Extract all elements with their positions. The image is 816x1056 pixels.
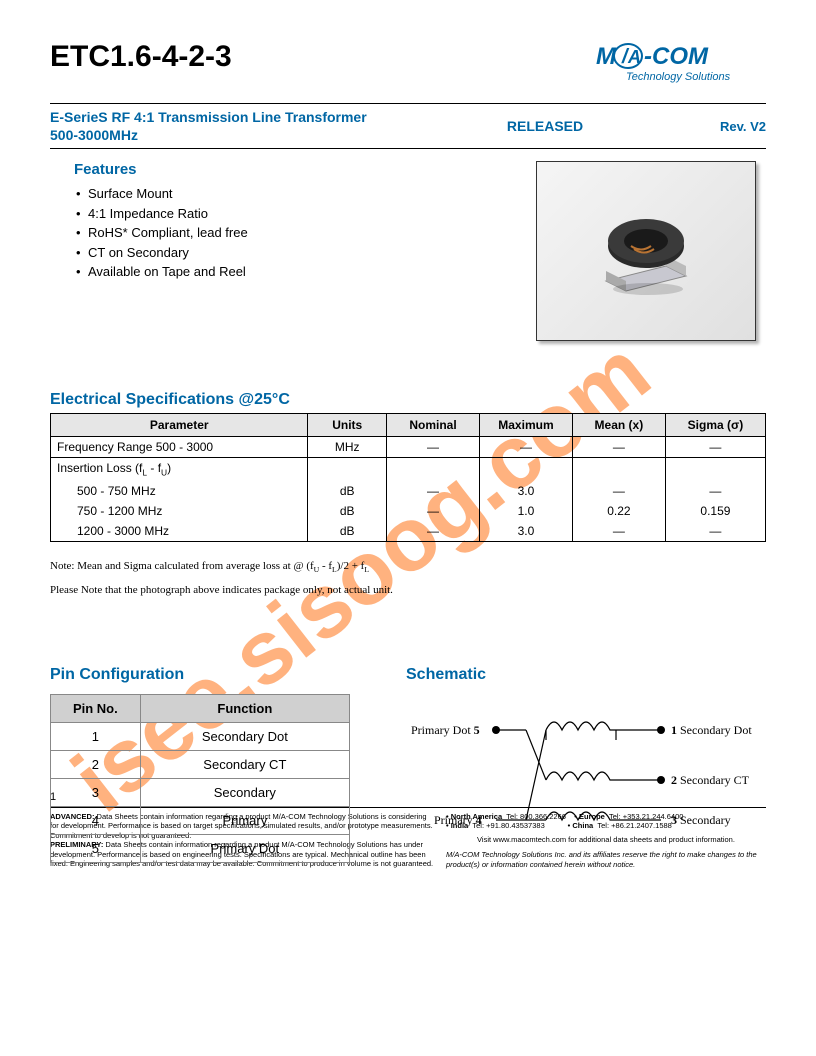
col-header: Parameter [51, 414, 308, 437]
schematic-label: Primary 4 [434, 813, 482, 827]
table-row: 500 - 750 MHz dB — 3.0 — — [51, 481, 766, 501]
product-title: E-SerieS RF 4:1 Transmission Line Transf… [50, 108, 370, 144]
part-number: ETC1.6-4-2-3 [50, 40, 232, 74]
schematic-label: Primary Dot 5 [411, 723, 480, 737]
svg-text:Technology Solutions: Technology Solutions [626, 71, 731, 83]
table-row: 2Secondary CT [51, 750, 350, 778]
col-header: Maximum [479, 414, 572, 437]
col-header: Pin No. [51, 694, 141, 722]
table-row: 1200 - 3000 MHz dB — 3.0 — — [51, 521, 766, 542]
table-row: Frequency Range 500 - 3000 MHz — — — — [51, 437, 766, 458]
col-header: Sigma (σ) [665, 414, 765, 437]
title-bar: E-SerieS RF 4:1 Transmission Line Transf… [50, 103, 766, 149]
col-header: Nominal [387, 414, 480, 437]
schematic-heading: Schematic [406, 666, 766, 684]
header: ETC1.6-4-2-3 M / A -COM Technology Solut… [50, 40, 766, 95]
note-text: Please Note that the photograph above in… [50, 584, 766, 596]
col-header: Mean (x) [572, 414, 665, 437]
table-row: 3Secondary [51, 778, 350, 806]
feature-item: Surface Mount [88, 184, 536, 204]
release-status: RELEASED [507, 118, 583, 134]
elec-spec-heading: Electrical Specifications @25°C [50, 391, 766, 409]
table-row: 1Secondary Dot [51, 722, 350, 750]
pin-config-heading: Pin Configuration [50, 666, 366, 684]
pin-config-table: Pin No. Function 1Secondary Dot 2Seconda… [50, 694, 350, 863]
feature-item: CT on Secondary [88, 243, 536, 263]
table-row: 750 - 1200 MHz dB — 1.0 0.22 0.159 [51, 501, 766, 521]
note-text: Note: Mean and Sigma calculated from ave… [50, 560, 766, 574]
feature-item: RoHS* Compliant, lead free [88, 223, 536, 243]
col-header: Function [140, 694, 349, 722]
table-row: 5Primary Dot [51, 834, 350, 862]
svg-text:-COM: -COM [644, 43, 709, 70]
features-list: Surface Mount 4:1 Impedance Ratio RoHS* … [74, 184, 536, 282]
col-header: Units [308, 414, 387, 437]
features-heading: Features [74, 161, 536, 178]
svg-text:A: A [627, 47, 641, 67]
product-image [536, 161, 756, 341]
company-logo: M / A -COM Technology Solutions [596, 40, 766, 95]
revision: Rev. V2 [720, 119, 766, 134]
schematic-diagram: Primary Dot 5 Primary 4 1 Secondary Dot … [406, 694, 766, 869]
feature-item: Available on Tape and Reel [88, 262, 536, 282]
table-row: Insertion Loss (fL - fU) [51, 458, 766, 481]
schematic-label: 3 Secondary [671, 813, 731, 827]
schematic-label: 2 Secondary CT [671, 773, 750, 787]
feature-item: 4:1 Impedance Ratio [88, 204, 536, 224]
table-row: 4Primary [51, 806, 350, 834]
schematic-label: 1 Secondary Dot [671, 723, 752, 737]
elec-spec-table: Parameter Units Nominal Maximum Mean (x)… [50, 413, 766, 541]
